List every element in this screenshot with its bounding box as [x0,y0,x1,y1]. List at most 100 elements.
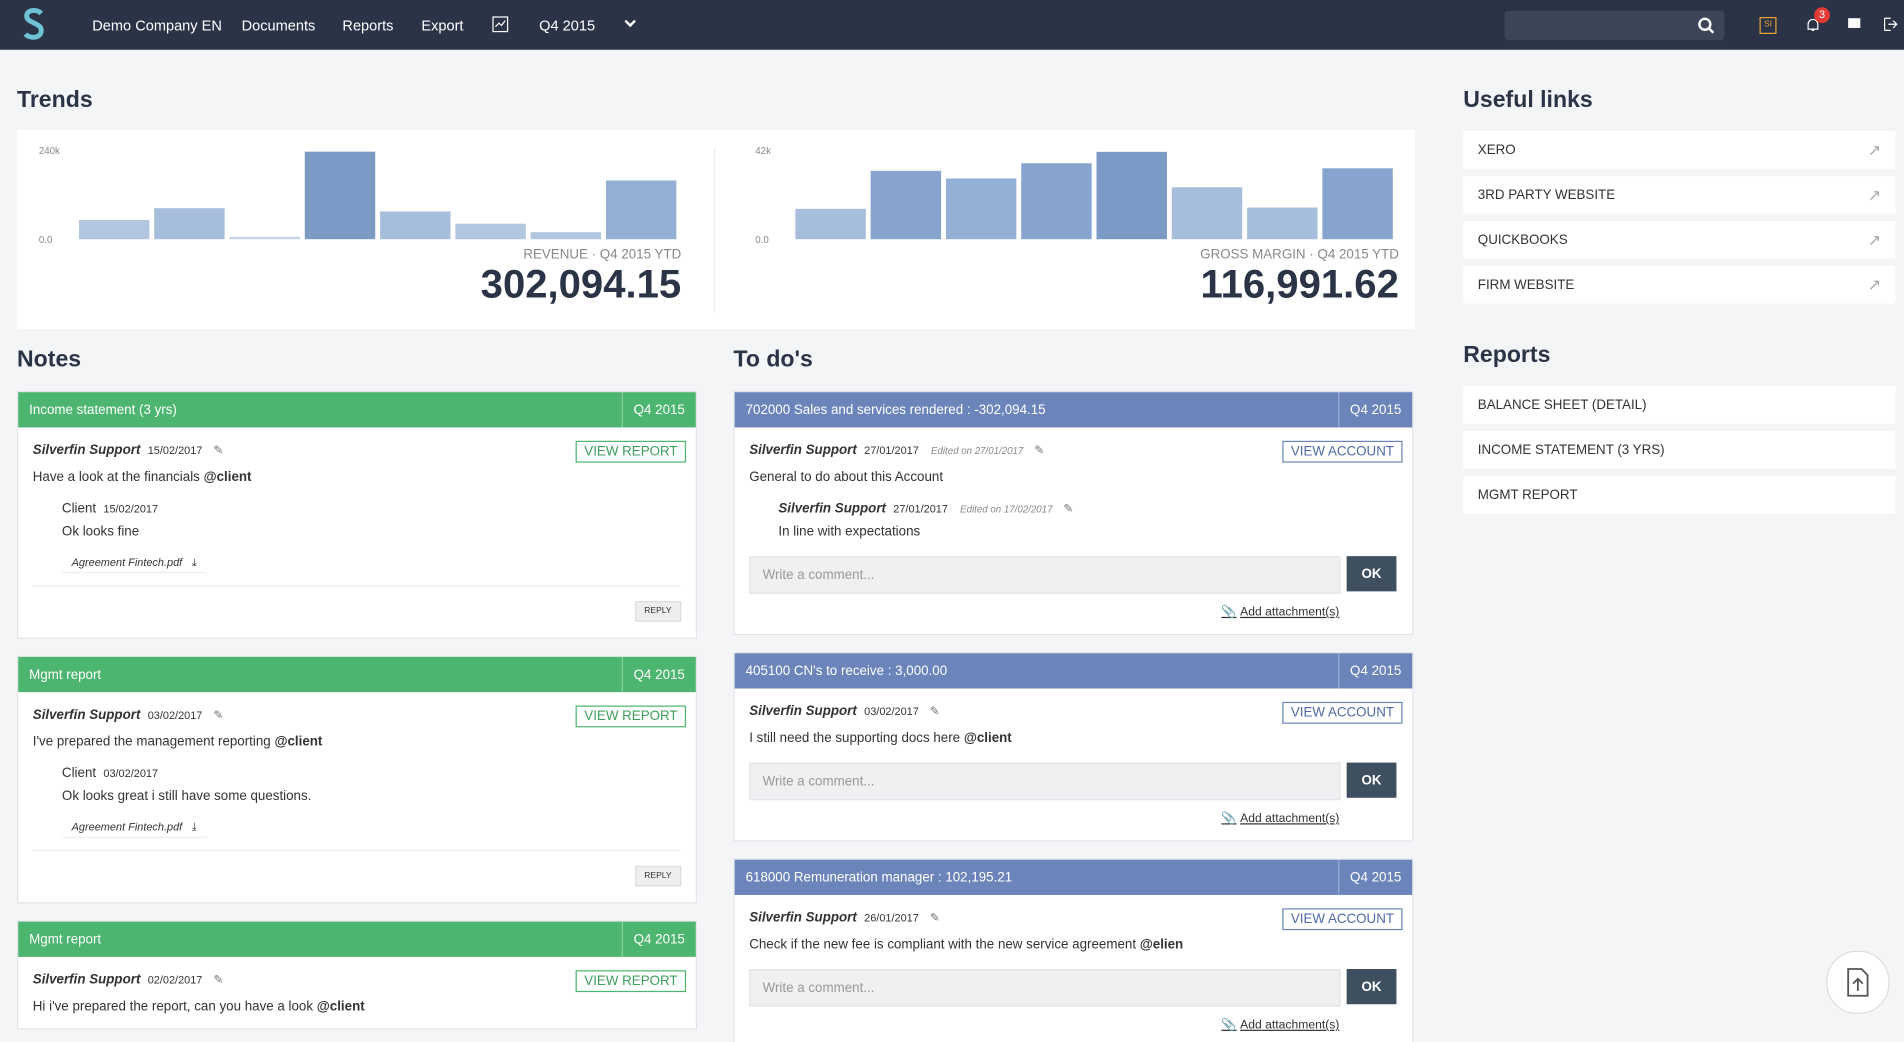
chart-icon[interactable] [492,16,509,33]
bar [945,178,1017,240]
edit-icon[interactable]: ✎ [929,705,940,719]
attachment-link-row: 📎 Add attachment(s) [749,1019,1339,1032]
reply-button[interactable]: REPLY [634,865,682,887]
search-box[interactable] [1504,10,1725,41]
link-item[interactable]: FIRM WEBSITE ↗ [1463,265,1896,304]
link-item[interactable]: BALANCE SHEET (DETAIL) [1463,386,1896,424]
author-line: Silverfin Support 27/01/2017 Edited on 17/… [778,502,1397,517]
logout-icon[interactable] [1883,17,1898,32]
link-text: BALANCE SHEET (DETAIL) [1477,397,1647,413]
separator: REPLY [32,585,682,623]
bar [154,208,225,240]
nav-link[interactable]: Export [421,17,464,35]
attachment[interactable]: Agreement Fintech.pdf ⤓ [61,554,207,574]
logo[interactable] [22,7,46,41]
link-item[interactable]: QUICKBOOKS ↗ [1463,221,1896,259]
ok-button[interactable]: OK [1346,969,1397,1005]
edited: Edited on 17/02/2017 [960,503,1053,515]
view-report-button[interactable]: VIEW REPORT [575,970,687,993]
comment-form: Write a comment... OK [749,969,1397,1007]
link-item[interactable]: INCOME STATEMENT (3 YRS) [1463,431,1896,469]
author-line: Silverfin Support 03/02/2017 ✎ [33,708,681,723]
card-body: VIEW REPORT Silverfin Support 02/02/2017 ✎ H… [18,957,696,1029]
mention: @client [274,734,323,750]
text: I still need the supporting docs here [749,731,961,746]
card-period: Q4 2015 [621,656,685,693]
link-item[interactable]: MGMT REPORT [1463,476,1896,514]
view-account-button[interactable]: VIEW ACCOUNT [1282,440,1403,463]
divider [714,146,716,313]
link-item[interactable]: XERO ↗ [1463,131,1896,169]
add-attachment[interactable]: Add attachment(s) [1240,812,1340,826]
comment-form: Write a comment... OK [749,556,1397,594]
comment-input[interactable]: Write a comment... [749,762,1341,801]
ok-button[interactable]: OK [1346,762,1397,798]
clip-icon: 📎 [1221,812,1237,826]
reply: Client 15/02/2017 Ok looks fine Agreement F… [61,502,681,574]
section-title: Trends [17,87,93,113]
links-list: XERO ↗ 3RD PARTY WEBSITE ↗ QUICKBOOKS ↗ FIRM W… [1463,131,1896,311]
y-tick-label: 42k [755,146,771,157]
card-period: Q4 2015 [1337,859,1401,895]
period-select[interactable]: Q4 2015 [539,17,596,35]
add-attachment[interactable]: Add attachment(s) [1240,1018,1340,1033]
author-line: Client 15/02/2017 [62,502,681,517]
add-attachment[interactable]: Add attachment(s) [1240,605,1340,620]
external-icon: ↗ [1867,185,1881,204]
date: 03/02/2017 [103,767,159,780]
chevron[interactable] [624,19,636,29]
author-line: Silverfin Support 03/02/2017 ✎ [749,704,1397,719]
author: Silverfin Support [749,704,857,719]
note-card: Mgmt report Q4 2015 VIEW REPORT Silverfin S… [17,655,698,904]
edited: Edited on 27/01/2017 [930,445,1024,457]
download-icon[interactable]: ⤓ [191,556,197,569]
text: Check if the new fee is compliant with t… [749,937,1137,953]
reply: Client 03/02/2017 Ok looks great i still h… [61,766,681,838]
link-item[interactable]: 3RD PARTY WEBSITE ↗ [1463,176,1896,214]
edit-icon[interactable]: ✎ [929,911,940,926]
view-report-button[interactable]: VIEW REPORT [575,440,687,463]
nav-link[interactable]: Demo Company EN [92,17,222,35]
y-tick-label: 0.0 [755,235,769,246]
author: Silverfin Support [749,443,857,458]
card-body: VIEW ACCOUNT Silverfin Support 27/01/2017 E… [735,427,1413,633]
ok-button[interactable]: OK [1346,556,1397,592]
mention: @client [203,469,252,485]
view-account-button[interactable]: VIEW ACCOUNT [1282,701,1403,724]
si-icon[interactable]: SI [1759,17,1777,35]
view-account-button[interactable]: VIEW ACCOUNT [1282,908,1403,931]
text: Have a look at the financials [32,469,200,485]
bar [455,223,526,240]
comment-input[interactable]: Write a comment... [749,556,1341,594]
edit-icon[interactable]: ✎ [1063,502,1074,517]
bar [530,232,602,240]
card-title: 405100 CN's to receive : 3,000.00 [745,663,948,679]
external-icon: ↗ [1867,230,1881,249]
bell-icon[interactable] [1806,17,1821,33]
edit-icon[interactable]: ✎ [213,709,224,723]
comment-text: In line with expectations [778,524,921,540]
reply-button[interactable]: REPLY [634,601,682,622]
card-header: Mgmt report Q4 2015 [18,921,696,957]
view-report-button[interactable]: VIEW REPORT [575,705,687,728]
bar [1322,168,1393,240]
download-icon[interactable]: ⤓ [191,820,197,834]
upload-button[interactable] [1826,950,1890,1014]
nav-link[interactable]: Documents [241,17,316,35]
nav-link[interactable]: Reports [342,17,394,35]
attachment[interactable]: Agreement Fintech.pdf ⤓ [61,818,207,838]
section-title: Useful links [1463,87,1593,113]
edit-icon[interactable]: ✎ [213,973,224,988]
edit-icon[interactable]: ✎ [213,444,224,458]
edit-icon[interactable]: ✎ [1034,444,1045,458]
card-title: Mgmt report [29,931,102,947]
author: Silverfin Support [778,501,886,517]
author-line: Silverfin Support 27/01/2017 Edited on 27/… [749,443,1397,458]
comment-input[interactable]: Write a comment... [749,969,1341,1007]
search-icon[interactable] [1698,17,1715,34]
card-title: Income statement (3 yrs) [29,402,177,418]
date: 26/01/2017 [864,911,919,925]
chat-icon[interactable] [1847,17,1862,32]
